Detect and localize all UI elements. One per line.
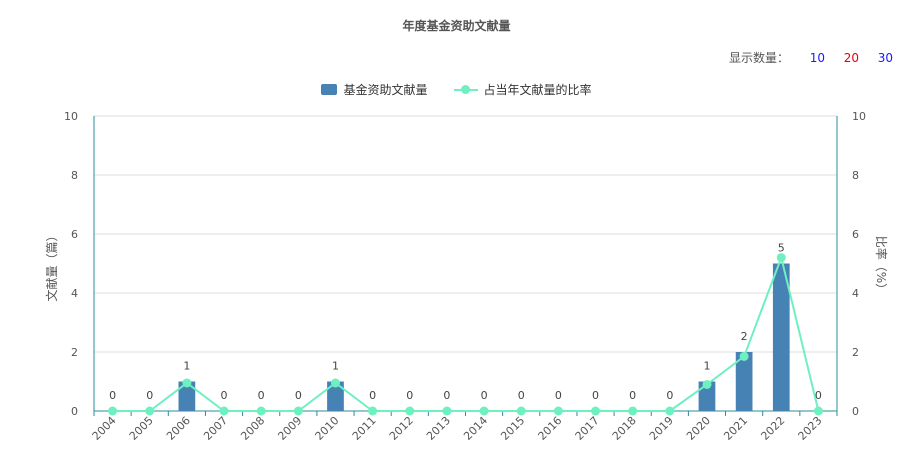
bar-value-label: 0: [443, 389, 450, 402]
bar-value-label: 0: [518, 389, 525, 402]
display-count-option-10[interactable]: 10: [809, 50, 825, 65]
bar: [735, 352, 753, 411]
y-left-tick-label: 8: [71, 169, 78, 182]
ratio-point: [219, 406, 229, 416]
x-tick-label: 2005: [127, 414, 156, 443]
x-tick-label: 2007: [201, 414, 230, 443]
legend-item-line-series[interactable]: 占当年文献量的比率: [453, 81, 592, 98]
y-left-tick-label: 10: [64, 110, 78, 123]
bar-value-label: 0: [481, 389, 488, 402]
y-left-tick-label: 2: [71, 346, 78, 359]
y-right-tick-label: 2: [852, 346, 859, 359]
ratio-point: [776, 253, 786, 263]
y-left-tick-label: 0: [71, 405, 78, 418]
bar-value-label: 2: [741, 330, 748, 343]
bar: [178, 381, 196, 411]
display-count-selector: 显示数量： 10 20 30: [729, 49, 893, 66]
bar-value-label: 0: [221, 389, 228, 402]
x-tick-label: 2020: [684, 414, 713, 443]
ratio-point: [516, 406, 526, 416]
ratio-point: [665, 406, 675, 416]
x-tick-label: 2016: [536, 414, 565, 443]
y-right-tick-label: 8: [852, 169, 859, 182]
ratio-point: [591, 406, 601, 416]
ratio-point: [553, 406, 563, 416]
x-tick-label: 2012: [387, 414, 416, 443]
ratio-line-path: [112, 254, 820, 412]
y-axis-left-title: 文献量（篇）: [44, 229, 59, 301]
x-tick-label: 2011: [350, 414, 379, 443]
ratio-point: [702, 379, 712, 389]
ratio-point: [145, 406, 155, 416]
ratio-point: [330, 378, 340, 388]
legend-item-bar-series[interactable]: 基金资助文献量: [321, 81, 428, 98]
bar-value-label: 0: [629, 389, 636, 402]
x-tick-label: 2023: [796, 414, 825, 443]
bar-series: [178, 263, 790, 411]
x-tick-label: 2006: [164, 414, 193, 443]
x-tick-label: 2013: [424, 414, 453, 443]
ratio-point: [256, 406, 266, 416]
bar: [772, 263, 790, 411]
ratio-point: [739, 351, 749, 361]
x-tick-label: 2017: [573, 414, 602, 443]
bar-value-label: 0: [666, 389, 673, 402]
y-right-tick-label: 0: [852, 405, 859, 418]
bar-value-label: 1: [332, 360, 339, 373]
legend-label-line-series: 占当年文献量的比率: [483, 83, 592, 97]
display-count-label: 显示数量：: [728, 51, 789, 65]
bar: [698, 381, 716, 411]
bar-value-label: 0: [592, 389, 599, 402]
ratio-point: [182, 378, 192, 388]
legend-line-swatch: [453, 84, 478, 95]
y-left-tick-label: 6: [71, 228, 78, 241]
ratio-point: [293, 406, 303, 416]
bar-value-label: 0: [815, 389, 822, 402]
bar-value-label: 0: [406, 389, 413, 402]
x-tick-label: 2019: [647, 414, 676, 443]
bar-value-label: 0: [258, 389, 265, 402]
y-left-tick-label: 4: [71, 287, 78, 300]
bar: [327, 381, 344, 411]
x-tick-label: 2021: [721, 414, 750, 443]
ratio-point: [108, 406, 118, 416]
x-tick-label: 2008: [238, 414, 267, 443]
grid-lines: [94, 115, 837, 353]
y-axis-right-title: 比率（%）: [874, 236, 889, 295]
bar-value-label: 0: [146, 389, 153, 402]
display-count-option-30[interactable]: 30: [877, 50, 893, 65]
legend-bar-swatch: [321, 84, 338, 95]
x-tick-label: 2015: [498, 414, 527, 443]
bar-value-label: 1: [703, 360, 710, 373]
x-tick-label: 2022: [758, 414, 787, 443]
bar-value-label: 0: [109, 389, 116, 402]
ratio-point: [405, 406, 415, 416]
x-tick-label: 2018: [610, 414, 639, 443]
x-tick-label: 2010: [313, 414, 342, 443]
bar-value-label: 0: [555, 389, 562, 402]
x-tick-label: 2014: [461, 414, 490, 443]
data-labels: 0 0 1 0 0 0 1 0 0 0 0 0 0 0 0 0 1 2 5 0: [109, 242, 822, 403]
chart-legend: 基金资助文献量 占当年文献量的比率: [0, 81, 913, 98]
bar-value-label: 1: [183, 360, 190, 373]
bar-value-label: 0: [369, 389, 376, 402]
x-tick-label: 2004: [90, 414, 119, 443]
legend-label-bar-series: 基金资助文献量: [343, 83, 428, 97]
ratio-point: [479, 406, 489, 416]
y-right-tick-label: 4: [852, 287, 859, 300]
chart-title: 年度基金资助文献量: [402, 19, 511, 33]
ratio-point: [628, 406, 638, 416]
x-tick-label: 2009: [275, 414, 304, 443]
ratio-point: [442, 406, 452, 416]
bar-value-label: 0: [295, 389, 302, 402]
ratio-point: [813, 406, 823, 416]
ratio-point: [368, 406, 378, 416]
y-right-tick-label: 10: [852, 110, 866, 123]
y-right-tick-label: 6: [852, 228, 859, 241]
display-count-option-20[interactable]: 20: [843, 50, 859, 65]
line-series: [108, 253, 823, 416]
bar-value-label: 5: [778, 242, 785, 255]
